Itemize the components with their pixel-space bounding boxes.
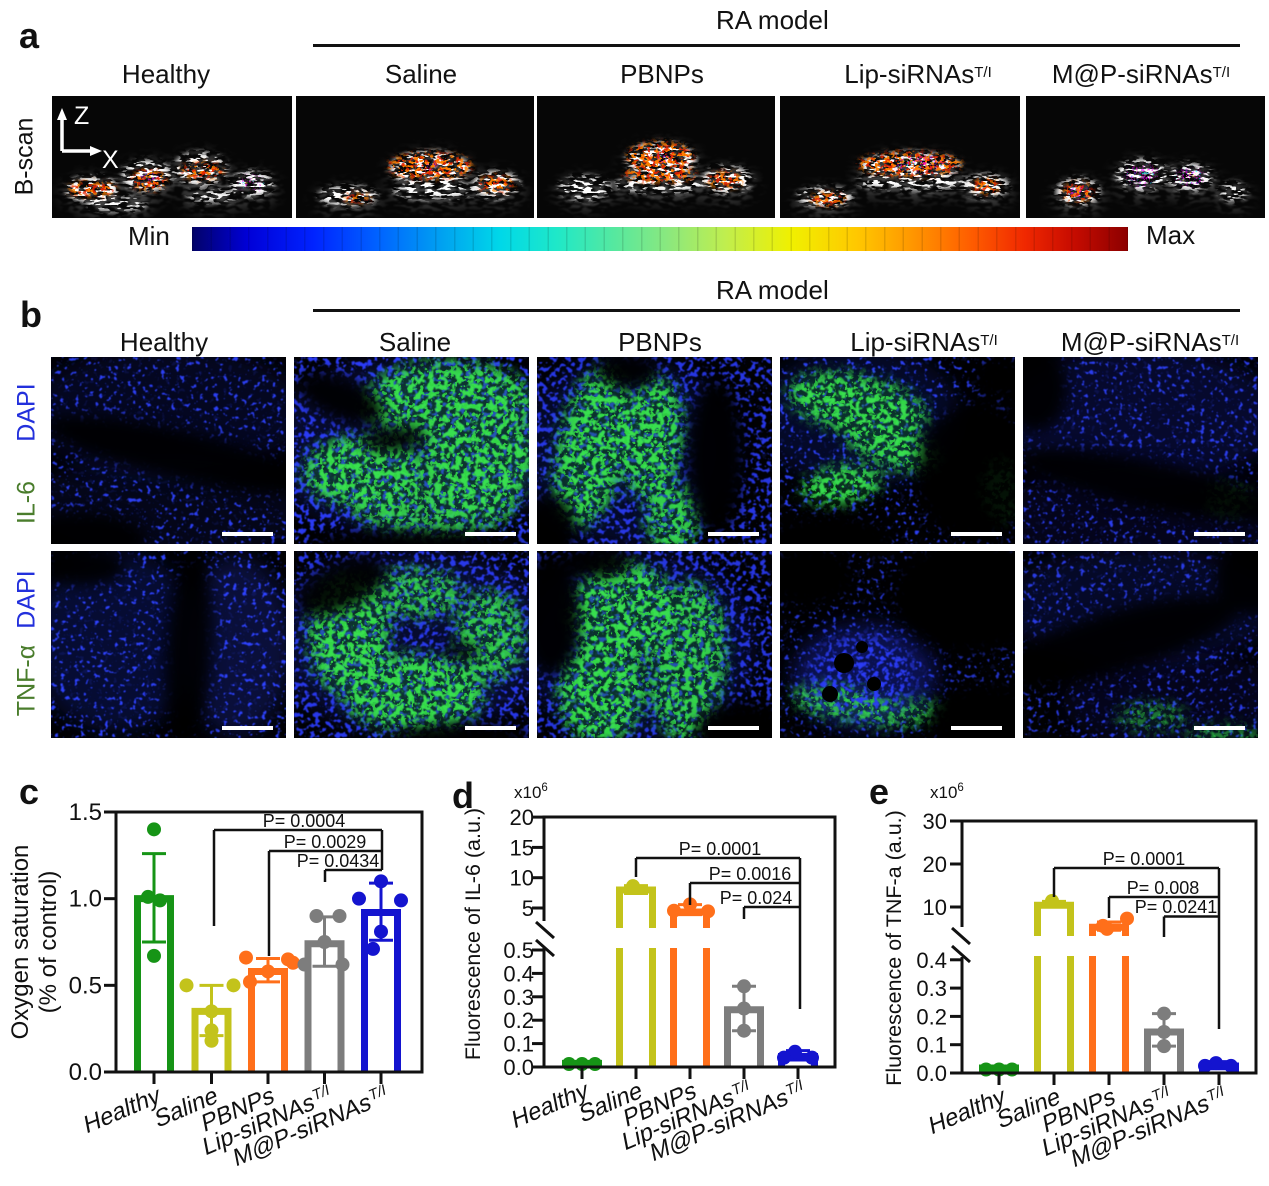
svg-text:10: 10 bbox=[510, 866, 534, 891]
svg-text:0.0: 0.0 bbox=[503, 1055, 534, 1080]
svg-text:15: 15 bbox=[510, 835, 534, 860]
svg-text:0.3: 0.3 bbox=[503, 985, 534, 1010]
svg-text:10: 10 bbox=[923, 895, 947, 920]
svg-text:(% of control): (% of control) bbox=[35, 871, 62, 1014]
svg-text:P= 0.0029: P= 0.0029 bbox=[284, 832, 367, 852]
svg-text:P= 0.0241: P= 0.0241 bbox=[1135, 897, 1218, 917]
svg-text:P= 0.0434: P= 0.0434 bbox=[297, 851, 380, 871]
svg-text:0.2: 0.2 bbox=[916, 1004, 947, 1029]
svg-text:0.0: 0.0 bbox=[69, 1059, 102, 1086]
svg-text:P= 0.0001: P= 0.0001 bbox=[1103, 849, 1186, 869]
svg-text:x106: x106 bbox=[930, 782, 964, 802]
svg-text:P= 0.0001: P= 0.0001 bbox=[679, 839, 762, 859]
svg-text:5: 5 bbox=[522, 896, 534, 921]
svg-text:0.1: 0.1 bbox=[916, 1033, 947, 1058]
svg-text:20: 20 bbox=[923, 852, 947, 877]
svg-text:Z: Z bbox=[74, 102, 89, 130]
svg-text:Healthy: Healthy bbox=[82, 1081, 163, 1140]
svg-text:P= 0.008: P= 0.008 bbox=[1127, 878, 1200, 898]
svg-text:0.2: 0.2 bbox=[503, 1008, 534, 1033]
svg-text:1.5: 1.5 bbox=[69, 799, 102, 826]
svg-text:x106: x106 bbox=[514, 782, 548, 802]
svg-text:0.4: 0.4 bbox=[503, 961, 534, 986]
svg-text:30: 30 bbox=[923, 809, 947, 834]
svg-text:0.3: 0.3 bbox=[916, 976, 947, 1001]
svg-text:Oxygen saturation: Oxygen saturation bbox=[7, 845, 34, 1040]
svg-text:0.1: 0.1 bbox=[503, 1032, 534, 1057]
svg-text:Fluorescence of IL-6 (a.u.): Fluorescence of IL-6 (a.u.) bbox=[461, 808, 485, 1060]
svg-text:P= 0.0004: P= 0.0004 bbox=[263, 811, 346, 831]
svg-text:P= 0.024: P= 0.024 bbox=[720, 888, 793, 908]
svg-text:0.4: 0.4 bbox=[916, 948, 947, 973]
svg-text:X: X bbox=[102, 146, 119, 174]
svg-text:Fluorescence of TNF-a (a.u.): Fluorescence of TNF-a (a.u.) bbox=[882, 810, 906, 1086]
svg-text:1.0: 1.0 bbox=[69, 886, 102, 913]
svg-text:0.0: 0.0 bbox=[916, 1061, 947, 1086]
svg-text:P= 0.0016: P= 0.0016 bbox=[709, 864, 792, 884]
svg-text:0.5: 0.5 bbox=[503, 938, 534, 963]
svg-text:0.5: 0.5 bbox=[69, 972, 102, 999]
svg-text:20: 20 bbox=[510, 805, 534, 830]
